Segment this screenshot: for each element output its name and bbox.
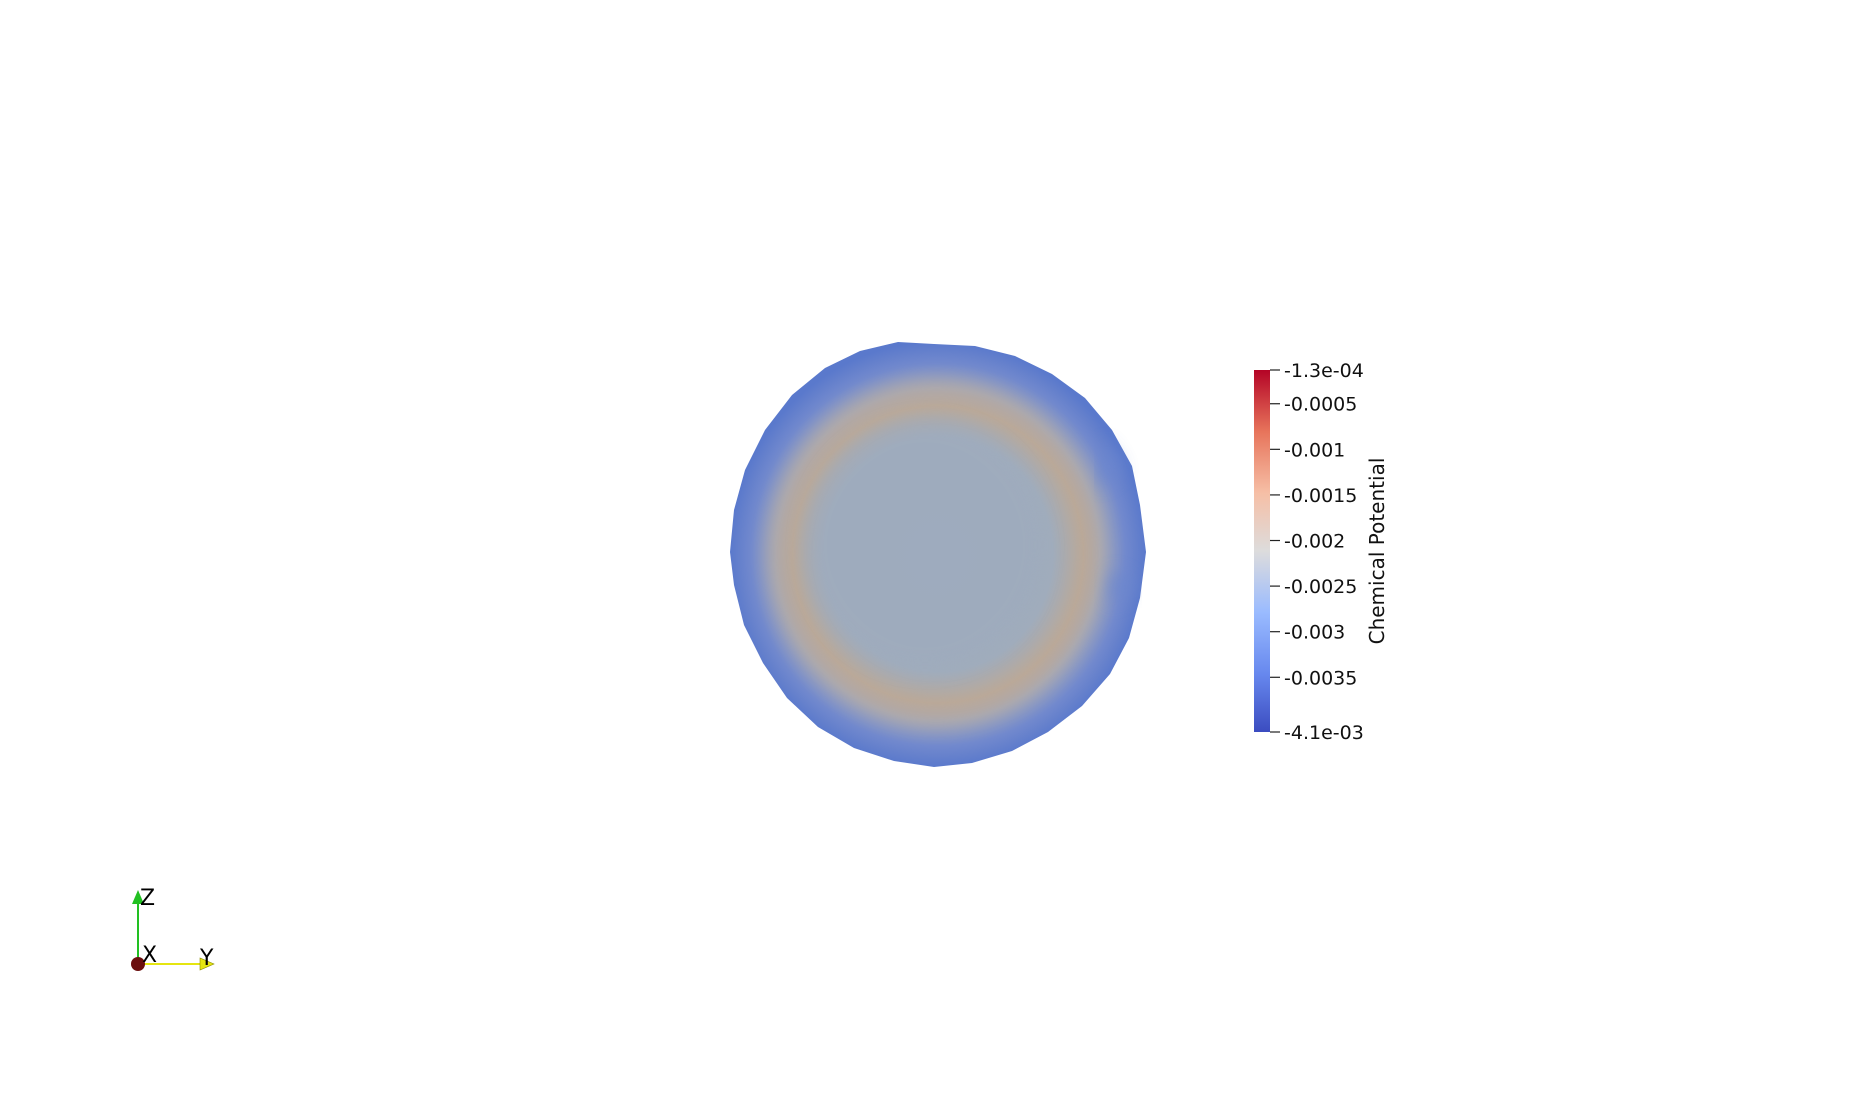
ring-band bbox=[770, 382, 1102, 724]
color-bar-gradient bbox=[1254, 370, 1270, 732]
color-bar-tick-label: -0.0025 bbox=[1284, 576, 1357, 598]
z-axis-arrow bbox=[132, 890, 144, 904]
mesh-surface[interactable] bbox=[730, 342, 1146, 767]
color-bar-tick-label: -0.0015 bbox=[1284, 485, 1357, 507]
edge-notch bbox=[1098, 440, 1138, 605]
color-bar-tick-label: -0.003 bbox=[1284, 622, 1345, 644]
x-axis-label: X bbox=[142, 943, 157, 968]
color-bar-min-label: -4.1e-03 bbox=[1284, 722, 1364, 744]
x-axis-dot bbox=[131, 957, 145, 971]
z-axis-label: Z bbox=[140, 886, 155, 911]
color-bar-tick-label: -0.0005 bbox=[1284, 394, 1357, 416]
y-axis-arrow bbox=[199, 957, 215, 971]
y-axis-label: Y bbox=[199, 946, 214, 971]
color-bar: -1.3e-04 -0.0005 -0.001 -0.0015 -0.002 -0.002… bbox=[1254, 360, 1389, 744]
inner-core bbox=[805, 420, 1045, 670]
color-bar-tick-label: -0.002 bbox=[1284, 531, 1345, 553]
color-bar-tick-label: -0.001 bbox=[1284, 439, 1345, 461]
color-bar-tick-label: -0.0035 bbox=[1284, 667, 1357, 689]
color-bar-title: Chemical Potential bbox=[1365, 458, 1389, 645]
color-bar-ticks: -1.3e-04 -0.0005 -0.001 -0.0015 -0.002 -0.002… bbox=[1270, 360, 1364, 744]
orientation-axes: Z Y X bbox=[131, 886, 215, 971]
color-bar-max-label: -1.3e-04 bbox=[1284, 360, 1364, 382]
